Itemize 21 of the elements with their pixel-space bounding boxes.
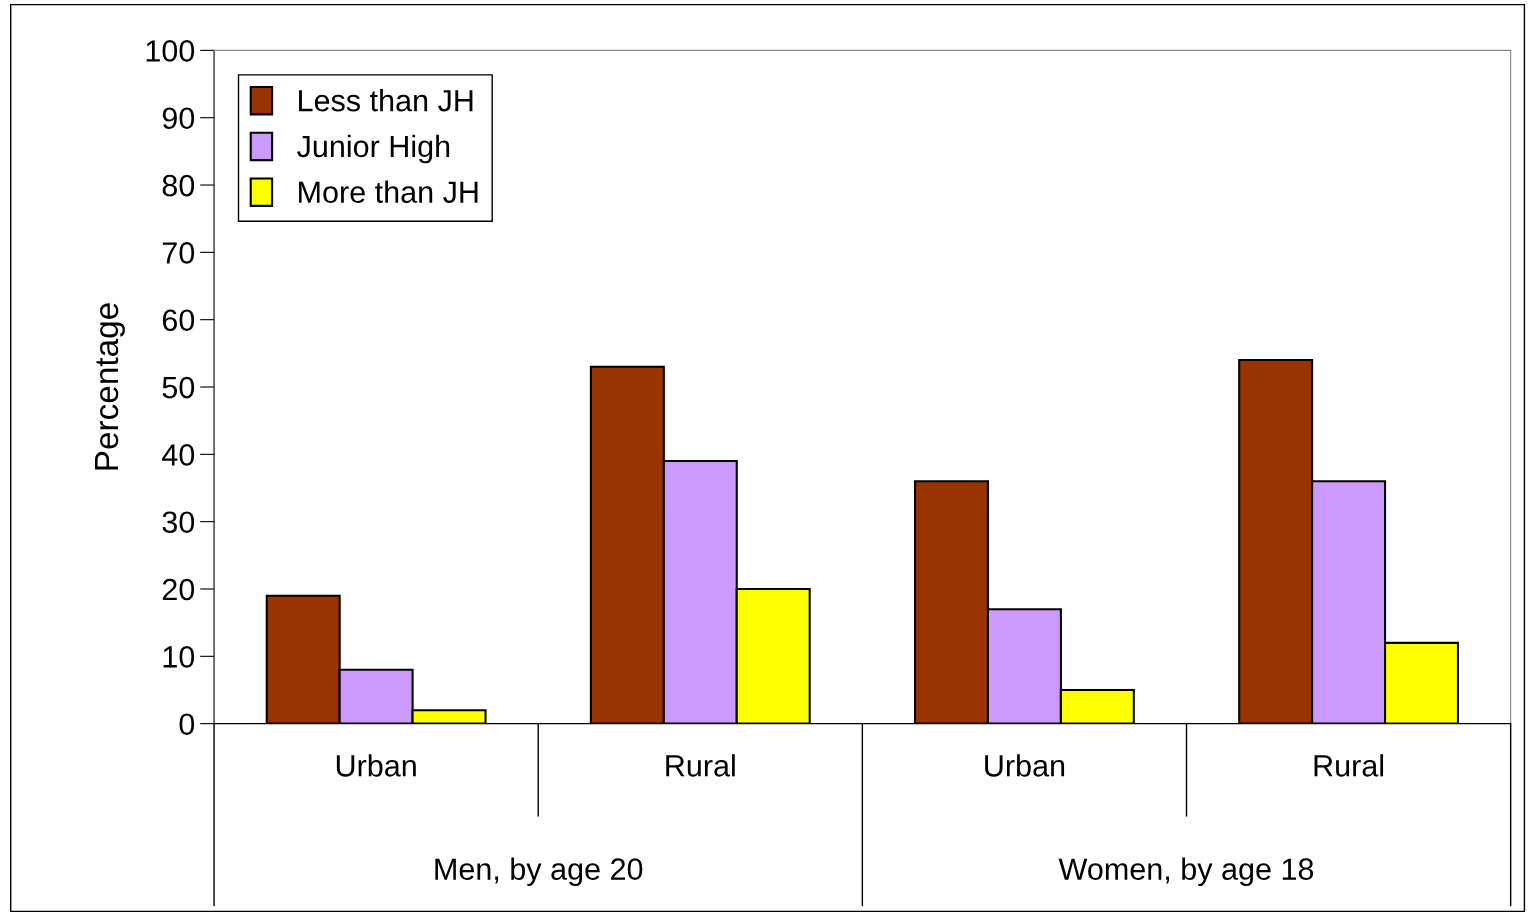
text: Men, by age 20 [435, 857, 643, 886]
y-tick-label: 80 [162, 174, 195, 197]
y-tick-label: 70 [162, 242, 195, 264]
y-tick-label: 10 [163, 646, 195, 668]
legend-label: Less than JH [299, 89, 473, 112]
x-tick-label: Rural [1314, 754, 1384, 777]
y-tick-label: 100 [146, 40, 195, 62]
x-tick-label: Rural [666, 754, 735, 777]
legend-label: More than JH [299, 180, 478, 203]
y-tick-label: 0 [179, 713, 195, 736]
y-tick-label: 60 [162, 309, 195, 332]
y-tick-label: 90 [162, 107, 195, 130]
y-tick-label: 30 [162, 511, 195, 534]
x-tick-label: Urban [336, 754, 416, 777]
y-tick-label: 40 [162, 444, 195, 466]
x-tick-label: Urban [985, 754, 1065, 777]
y-axis-title: Percentage [95, 303, 125, 470]
legend-label: Junior High [297, 134, 450, 164]
y-tick-label: 50 [162, 376, 195, 399]
text: Women, by age 18 [1058, 857, 1314, 886]
y-tick-label: 20 [162, 578, 195, 601]
